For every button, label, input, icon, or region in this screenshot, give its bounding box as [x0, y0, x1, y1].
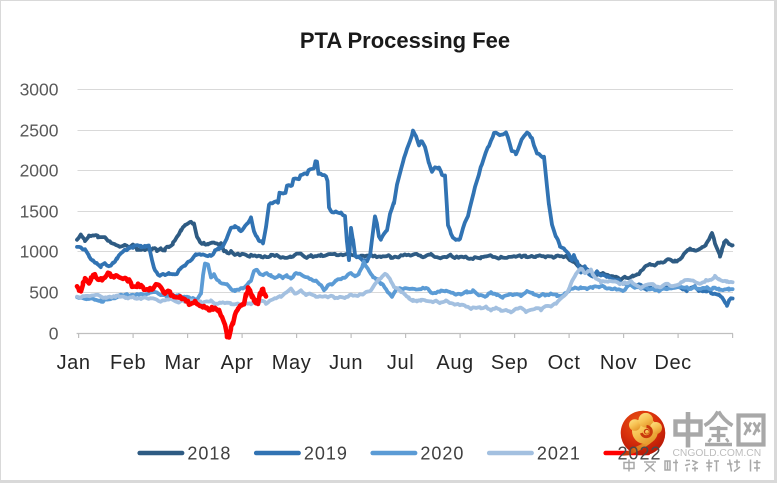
- svg-text:Apr: Apr: [221, 352, 254, 374]
- svg-text:2020: 2020: [420, 444, 464, 464]
- svg-text:2019: 2019: [304, 444, 348, 464]
- svg-text:500: 500: [29, 283, 58, 303]
- svg-text:Feb: Feb: [110, 352, 146, 374]
- svg-text:Sep: Sep: [491, 352, 528, 374]
- svg-text:0: 0: [49, 324, 59, 344]
- svg-text:Oct: Oct: [548, 352, 581, 374]
- svg-text:Nov: Nov: [600, 352, 637, 374]
- svg-text:2500: 2500: [20, 121, 59, 141]
- svg-text:1500: 1500: [20, 202, 59, 222]
- svg-text:2021: 2021: [537, 444, 581, 464]
- svg-text:1000: 1000: [20, 242, 59, 262]
- svg-text:Mar: Mar: [164, 352, 200, 374]
- svg-text:Jun: Jun: [329, 352, 363, 374]
- svg-text:2022: 2022: [618, 444, 662, 464]
- svg-text:Dec: Dec: [654, 352, 691, 374]
- svg-text:May: May: [272, 352, 312, 374]
- svg-text:CNGOLD.COM.CN: CNGOLD.COM.CN: [673, 448, 762, 459]
- svg-text:2018: 2018: [187, 444, 231, 464]
- svg-text:Jan: Jan: [57, 352, 91, 374]
- svg-text:Jul: Jul: [387, 352, 414, 374]
- svg-text:PTA Processing Fee: PTA Processing Fee: [300, 28, 510, 53]
- svg-text:2000: 2000: [20, 161, 59, 181]
- svg-text:3000: 3000: [20, 80, 59, 100]
- svg-text:Aug: Aug: [436, 352, 473, 374]
